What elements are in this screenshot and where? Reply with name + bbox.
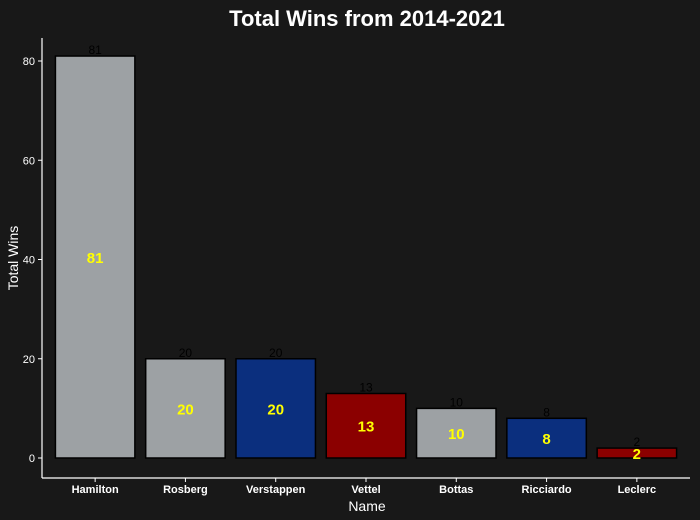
bar-leclerc (596, 447, 678, 459)
y-tick-label: 0 (29, 453, 35, 465)
bar-verstappen (235, 358, 317, 459)
bar-label-top: 13 (359, 380, 373, 394)
bar-label-mid: 10 (448, 426, 465, 443)
bar-label-mid: 13 (358, 419, 375, 436)
bar-rosberg (144, 358, 226, 459)
bar-label-mid: 2 (633, 446, 641, 463)
bar-label-top: 20 (269, 346, 283, 360)
bar-label-top: 81 (88, 43, 102, 57)
plot-area: 0 20 40 60 80 81 81 Hamilton 20 20 Rosberg 20 20 Vers… (23, 38, 690, 496)
x-axis-title: Name (348, 498, 386, 514)
bar-label-top: 10 (450, 395, 464, 409)
x-tick-label: Bottas (439, 484, 473, 496)
y-axis-title: Total Wins (5, 226, 21, 291)
bar-label-mid: 20 (177, 401, 194, 418)
x-tick-label: Verstappen (246, 484, 306, 496)
x-tick-label: Leclerc (618, 484, 657, 496)
bar-label-mid: 20 (267, 401, 284, 418)
bar-vettel (325, 392, 407, 459)
bar-label-top: 2 (634, 435, 641, 449)
y-tick-label: 80 (23, 56, 35, 68)
bar-ricciardo (506, 417, 588, 459)
bar-label-top: 20 (179, 346, 193, 360)
y-tick-label: 20 (23, 354, 35, 366)
bar-hamilton (54, 55, 136, 459)
bar-label-mid: 8 (542, 431, 550, 448)
y-tick-label: 40 (23, 255, 35, 267)
y-tick-label: 60 (23, 155, 35, 167)
bar-bottas (415, 407, 497, 459)
chart-title: Total Wins from 2014-2021 (229, 6, 505, 31)
bar-label-top: 8 (543, 405, 550, 419)
x-tick-label: Vettel (351, 484, 380, 496)
x-tick-label: Ricciardo (522, 484, 572, 496)
x-tick-label: Rosberg (163, 484, 208, 496)
bar-label-mid: 81 (87, 250, 104, 267)
x-tick-label: Hamilton (72, 484, 119, 496)
